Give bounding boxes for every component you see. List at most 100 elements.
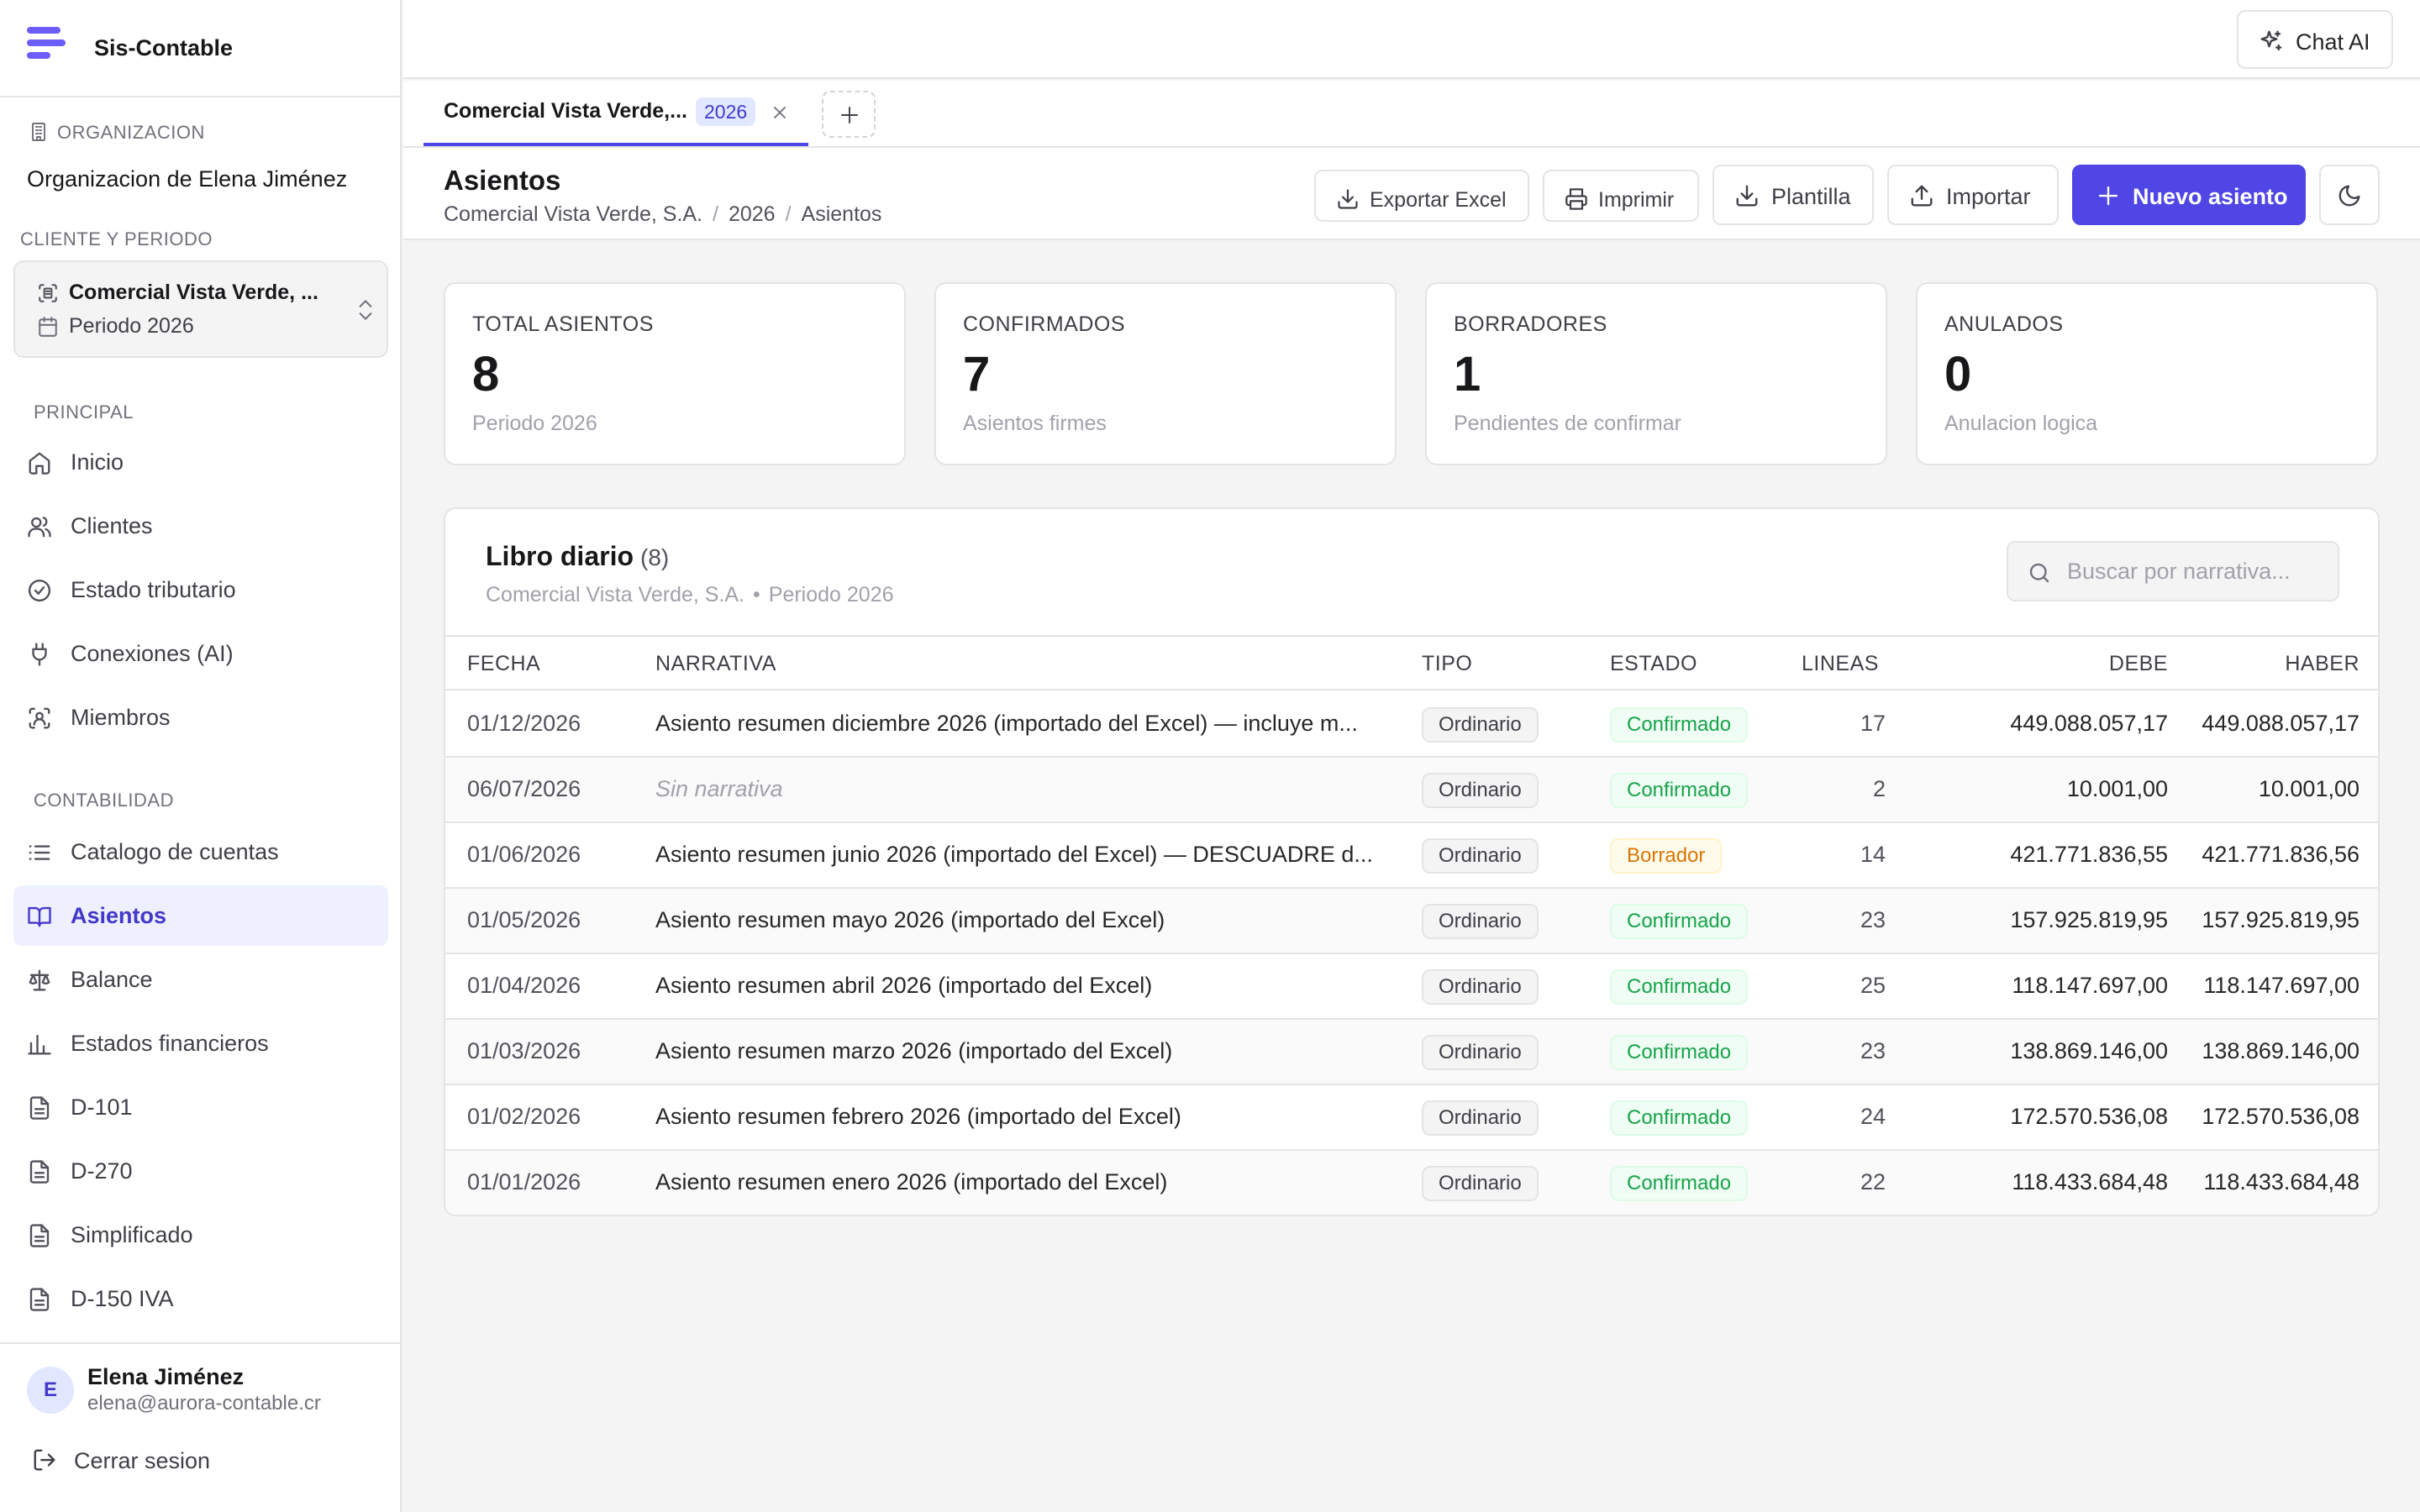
column-header-tipo[interactable]: TIPO: [1422, 652, 1473, 675]
sidebar-item-balance[interactable]: Balance: [13, 949, 388, 1010]
user-email: elena@aurora-contable.cr: [87, 1392, 321, 1415]
chat-ai-label: Chat AI: [2296, 29, 2370, 55]
file-text-icon: [27, 1287, 52, 1312]
sidebar-item-asientos[interactable]: Asientos: [13, 885, 388, 946]
table-row[interactable]: 01/05/2026 Asiento resumen mayo 2026 (imp…: [445, 889, 2378, 954]
stat-card-drafts: BORRADORES 1 Pendientes de confirmar: [1425, 282, 1887, 465]
tab-label: Comercial Vista Verde,...: [444, 99, 687, 123]
table-row[interactable]: 01/03/2026 Asiento resumen marzo 2026 (im…: [445, 1020, 2378, 1085]
column-header-lineas[interactable]: LINEAS: [1802, 652, 1879, 675]
column-header-fecha[interactable]: FECHA: [467, 652, 541, 675]
tipo-badge: Ordinario: [1422, 904, 1539, 939]
journal-subtitle-period: Periodo 2026: [768, 583, 894, 606]
cell-haber: 449.088.057,17: [2202, 711, 2360, 736]
journal-count: (8): [640, 544, 670, 570]
breadcrumb-current: Asientos: [801, 202, 882, 226]
print-button[interactable]: Imprimir: [1543, 170, 1699, 222]
plug-icon: [27, 642, 52, 667]
sidebar-item-conexiones[interactable]: Conexiones (AI): [13, 623, 388, 684]
cell-narrativa: Asiento resumen febrero 2026 (importado …: [655, 1104, 1181, 1129]
logout-button[interactable]: Cerrar sesion: [74, 1448, 211, 1473]
sidebar-item-label: D-150 IVA: [71, 1286, 174, 1311]
sidebar-item-label: Catalogo de cuentas: [71, 839, 279, 864]
sidebar-item-catalogo[interactable]: Catalogo de cuentas: [13, 822, 388, 882]
sidebar-item-clientes[interactable]: Clientes: [13, 496, 388, 556]
sidebar-item-inicio[interactable]: Inicio: [13, 432, 388, 492]
cell-lineas: 25: [1860, 973, 1886, 998]
new-entry-label: Nuevo asiento: [2133, 184, 2288, 209]
log-out-icon[interactable]: [32, 1447, 57, 1473]
sidebar-item-label: Asientos: [71, 903, 167, 928]
sidebar-item-miembros[interactable]: Miembros: [13, 687, 388, 748]
sidebar-item-estados-financieros[interactable]: Estados financieros: [13, 1013, 388, 1074]
cell-haber: 421.771.836,56: [2202, 842, 2360, 867]
column-header-debe[interactable]: DEBE: [2108, 652, 2168, 675]
book-open-icon: [27, 904, 52, 929]
page-title: Asientos: [444, 165, 561, 196]
plus-icon: [2096, 183, 2121, 208]
search-box[interactable]: [2007, 541, 2339, 601]
cell-lineas: 24: [1860, 1104, 1886, 1129]
cell-debe: 449.088.057,17: [2010, 711, 2168, 736]
sidebar-item-label: Simplificado: [71, 1222, 193, 1247]
tipo-badge: Ordinario: [1422, 1166, 1539, 1201]
top-bar: [403, 0, 2420, 79]
cell-narrativa: Asiento resumen junio 2026 (importado de…: [655, 842, 1373, 867]
theme-toggle-button[interactable]: [2319, 165, 2380, 225]
stat-card-total: TOTAL ASIENTOS 8 Periodo 2026: [444, 282, 906, 465]
close-icon[interactable]: [771, 104, 788, 121]
tipo-badge: Ordinario: [1422, 1100, 1539, 1136]
cell-debe: 138.869.146,00: [2010, 1038, 2168, 1063]
sidebar-item-d101[interactable]: D-101: [13, 1077, 388, 1137]
table-row[interactable]: 01/04/2026 Asiento resumen abril 2026 (im…: [445, 954, 2378, 1020]
new-entry-button[interactable]: Nuevo asiento: [2072, 165, 2306, 225]
status-badge: Confirmado: [1610, 1166, 1749, 1201]
sparkles-icon: [2259, 29, 2284, 54]
breadcrumb-year[interactable]: 2026: [728, 202, 776, 226]
cell-fecha: 01/05/2026: [467, 907, 581, 932]
nav-section-principal: PRINCIPAL: [34, 402, 134, 423]
divider: [0, 1342, 402, 1344]
chat-ai-button[interactable]: Chat AI: [2237, 10, 2393, 69]
table-row[interactable]: 01/01/2026 Asiento resumen enero 2026 (im…: [445, 1151, 2378, 1215]
print-label: Imprimir: [1598, 188, 1675, 212]
import-button[interactable]: Importar: [1887, 165, 2059, 225]
download-icon: [1734, 183, 1760, 208]
scale-icon: [27, 968, 52, 993]
stat-label: ANULADOS: [1944, 312, 2064, 336]
tipo-badge: Ordinario: [1422, 838, 1539, 874]
column-header-estado[interactable]: ESTADO: [1610, 652, 1697, 675]
sidebar-item-simplificado[interactable]: Simplificado: [13, 1205, 388, 1265]
column-header-haber[interactable]: HABER: [2285, 652, 2360, 675]
avatar[interactable]: E: [27, 1367, 74, 1414]
cell-debe: 118.147.697,00: [2012, 973, 2168, 998]
sidebar-item-estado-tributario[interactable]: Estado tributario: [13, 559, 388, 620]
cell-haber: 118.433.684,48: [2203, 1169, 2360, 1194]
cell-debe: 157.925.819,95: [2010, 907, 2168, 932]
table-row[interactable]: 01/06/2026 Asiento resumen junio 2026 (im…: [445, 823, 2378, 889]
table-row[interactable]: 06/07/2026 Sin narrativa Ordinario Confirma…: [445, 758, 2378, 823]
column-header-narrativa[interactable]: NARRATIVA: [655, 652, 776, 675]
tipo-badge: Ordinario: [1422, 773, 1539, 808]
home-icon: [27, 450, 52, 475]
search-input[interactable]: [2067, 543, 2328, 600]
cell-narrativa: Asiento resumen abril 2026 (importado de…: [655, 973, 1153, 998]
export-excel-button[interactable]: Exportar Excel: [1314, 170, 1529, 222]
tab-client[interactable]: Comercial Vista Verde,... 2026: [424, 81, 808, 146]
stat-subtitle: Periodo 2026: [472, 412, 597, 435]
add-tab-button[interactable]: [822, 91, 876, 138]
sidebar-item-d270[interactable]: D-270: [13, 1141, 388, 1201]
table-row[interactable]: 01/12/2026 Asiento resumen diciembre 2026…: [445, 692, 2378, 758]
stat-label: TOTAL ASIENTOS: [472, 312, 654, 336]
file-text-icon: [27, 1159, 52, 1184]
template-button[interactable]: Plantilla: [1712, 165, 1874, 225]
cell-debe: 172.570.536,08: [2010, 1104, 2168, 1129]
sidebar-item-label: Estados financieros: [71, 1031, 269, 1056]
sidebar-item-d150-iva[interactable]: D-150 IVA: [13, 1268, 388, 1329]
breadcrumb-client[interactable]: Comercial Vista Verde, S.A.: [444, 202, 703, 226]
table-row[interactable]: 01/02/2026 Asiento resumen febrero 2026 (…: [445, 1085, 2378, 1151]
export-excel-label: Exportar Excel: [1370, 188, 1507, 212]
journal-subtitle: Comercial Vista Verde, S.A. • Periodo 20…: [486, 583, 894, 607]
client-period-selector[interactable]: Comercial Vista Verde, ... Periodo 2026: [13, 260, 388, 358]
stat-subtitle: Pendientes de confirmar: [1454, 412, 1681, 435]
